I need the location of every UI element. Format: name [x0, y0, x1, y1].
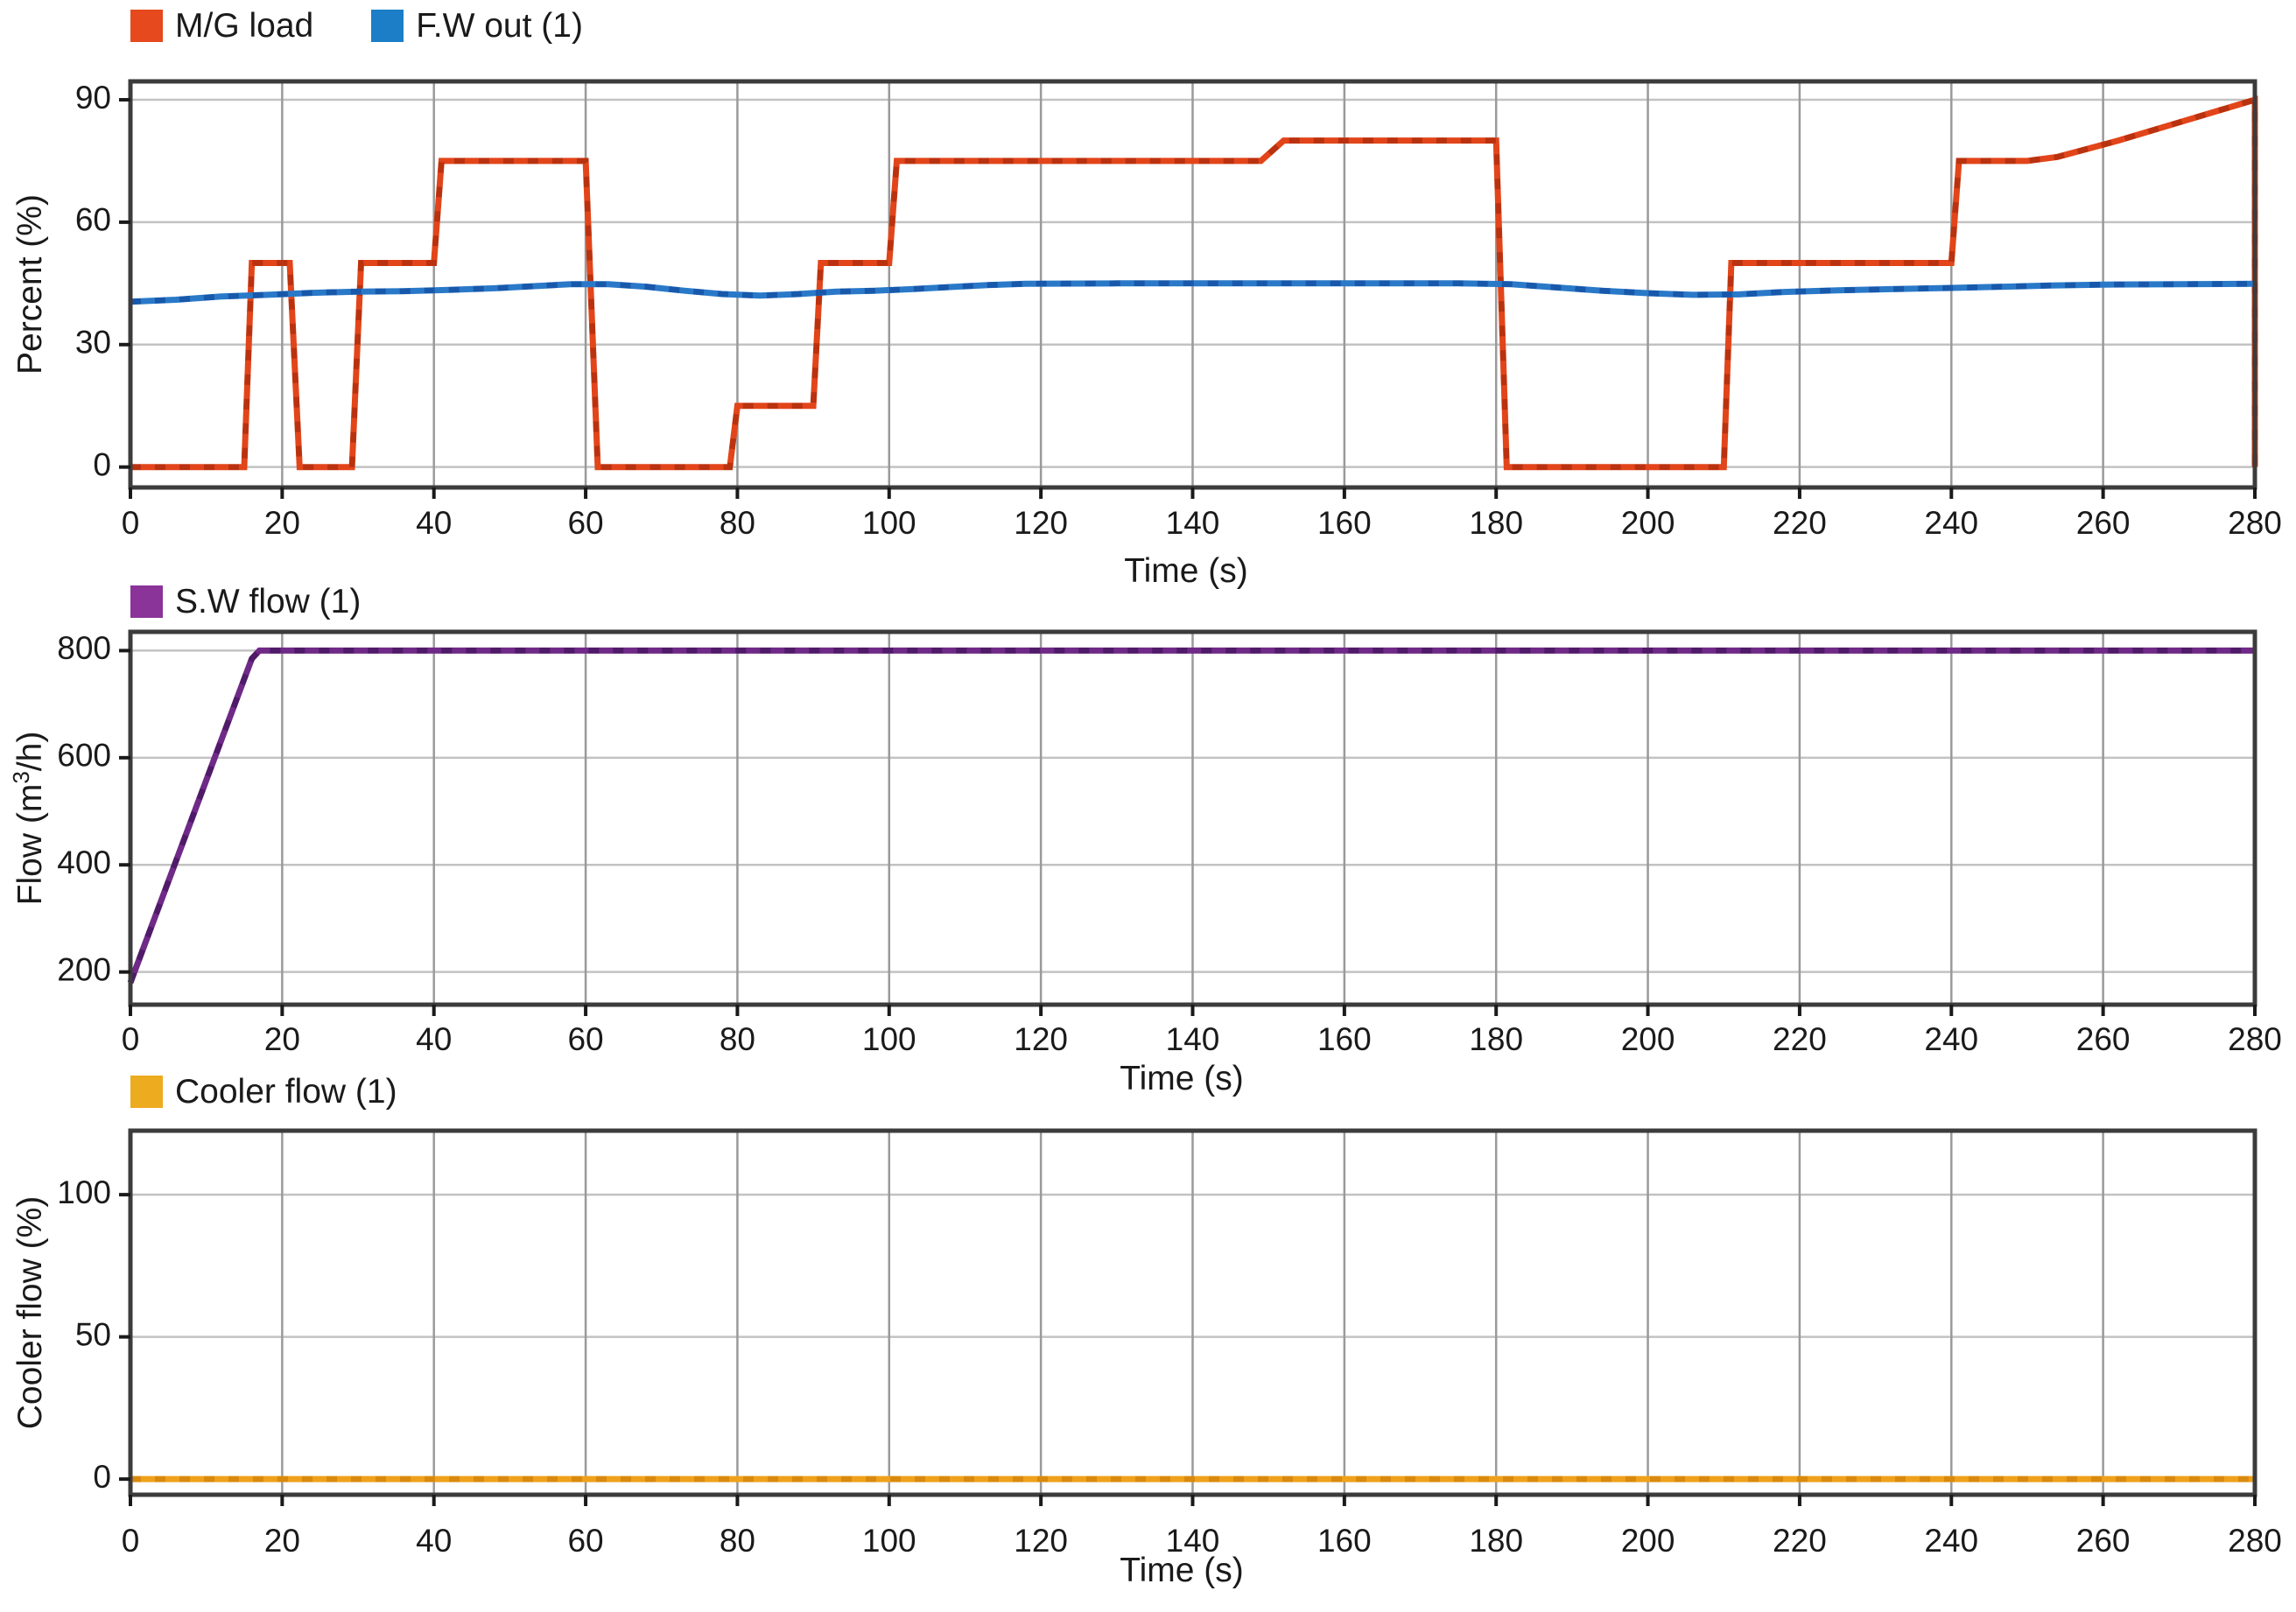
legend-item-fw-out: F.W out (1) [371, 9, 583, 43]
series-dash-overlay-s-w-flow-1- [127, 648, 2255, 985]
x-tick-label: 120 [1014, 505, 1068, 541]
x-tick-label: 260 [2076, 505, 2131, 541]
x-tick-label: 100 [862, 1021, 916, 1057]
y-axis-label-flow-sup: 3 [8, 771, 34, 784]
x-tick-label: 200 [1621, 505, 1675, 541]
series-line-m-g-load [130, 95, 2258, 471]
x-tick-label: 160 [1317, 505, 1372, 541]
y-tick-label: 600 [57, 738, 111, 774]
x-tick-label: 20 [264, 1021, 300, 1057]
x-tick-label: 280 [2228, 1021, 2282, 1057]
y-axis-label-cooler-text: Cooler flow (%) [11, 1195, 49, 1430]
y-axis-label-percent-text: Percent (%) [11, 194, 49, 375]
x-axis-label-percent: Time (s) [1124, 552, 1248, 590]
x-tick-label: 180 [1469, 505, 1523, 541]
x-tick-label: 80 [720, 1523, 755, 1559]
cooler-flow-swatch-icon [130, 1076, 163, 1108]
y-axis-label-cooler: Cooler flow (%) [8, 1196, 50, 1430]
x-tick-label: 240 [1924, 1523, 1978, 1559]
x-tick-label: 160 [1317, 1523, 1372, 1559]
x-tick-label: 0 [122, 505, 140, 541]
x-tick-label: 280 [2228, 505, 2282, 541]
x-tick-label: 120 [1014, 1021, 1068, 1057]
legend-item-cooler-flow: Cooler flow (1) [130, 1075, 397, 1109]
x-tick-label: 140 [1166, 1523, 1220, 1559]
legend-percent-chart: M/G load F.W out (1) [130, 9, 583, 43]
x-tick-label: 180 [1469, 1021, 1523, 1057]
x-tick-label: 240 [1924, 505, 1978, 541]
x-tick-label: 40 [416, 1021, 452, 1057]
x-tick-label: 220 [1773, 1523, 1827, 1559]
y-tick-label: 30 [75, 325, 111, 361]
y-tick-label: 800 [57, 630, 111, 666]
legend-label-mg-load: M/G load [175, 7, 314, 45]
x-tick-label: 140 [1166, 505, 1220, 541]
y-axis-label-flow-text: Flow (m [11, 783, 49, 906]
x-tick-label: 120 [1014, 1523, 1068, 1559]
x-tick-label: 260 [2076, 1021, 2131, 1057]
x-tick-label: 140 [1166, 1021, 1220, 1057]
x-tick-label: 100 [862, 1523, 916, 1559]
x-tick-label: 60 [567, 1523, 603, 1559]
x-tick-label: 200 [1621, 1021, 1675, 1057]
ticks-percent: 0 20 40 60 80 100 120 140 160 180 200 220 240 260 280 0… [75, 80, 2282, 541]
x-tick-label: 200 [1621, 1523, 1675, 1559]
x-tick-label: 280 [2228, 1523, 2282, 1559]
x-tick-label: 180 [1469, 1523, 1523, 1559]
legend-label-cooler-flow: Cooler flow (1) [175, 1073, 397, 1111]
legend-flow-chart: S.W flow (1) [130, 585, 361, 619]
chart-cooler: 0 20 40 60 80 100 120 140 160 180 200 220 240 260 280 0… [57, 1128, 2282, 1559]
x-tick-label: 80 [720, 505, 755, 541]
x-tick-label: 40 [416, 505, 452, 541]
y-tick-label: 50 [75, 1316, 111, 1352]
y-axis-label-flow: Flow (m3/h) [8, 732, 50, 906]
y-tick-label: 100 [57, 1174, 111, 1210]
y-tick-label: 400 [57, 845, 111, 880]
x-tick-label: 40 [416, 1523, 452, 1559]
x-tick-label: 20 [264, 1523, 300, 1559]
x-tick-label: 0 [122, 1021, 140, 1057]
mg-load-swatch-icon [130, 10, 163, 42]
x-tick-label: 60 [567, 505, 603, 541]
series-dash-overlay-f-w-out-1- [130, 280, 2256, 305]
y-axis-label-flow-suffix: /h) [11, 731, 49, 772]
x-tick-label: 160 [1317, 1021, 1372, 1057]
x-tick-label: 80 [720, 1021, 755, 1057]
fw-out-swatch-icon [371, 10, 404, 42]
y-tick-label: 200 [57, 951, 111, 987]
ticks-cooler: 0 20 40 60 80 100 120 140 160 180 200 220 240 260 280 0… [57, 1174, 2282, 1559]
x-axis-label-cooler: Time (s) [1120, 1552, 1244, 1589]
x-tick-label: 240 [1924, 1021, 1978, 1057]
y-tick-label: 0 [93, 1459, 111, 1495]
chart-flow: 0 20 40 60 80 100 120 140 160 180 200 220 240 260 280 2… [57, 629, 2282, 1057]
y-tick-label: 0 [93, 446, 111, 482]
x-tick-label: 260 [2076, 1523, 2131, 1559]
x-tick-label: 220 [1773, 505, 1827, 541]
ticks-flow: 0 20 40 60 80 100 120 140 160 180 200 220 240 260 280 2… [57, 630, 2282, 1057]
y-axis-label-percent: Percent (%) [8, 194, 50, 375]
legend-cooler-chart: Cooler flow (1) [130, 1075, 397, 1109]
x-tick-label: 100 [862, 505, 916, 541]
x-axis-label-flow: Time (s) [1120, 1060, 1244, 1097]
y-tick-label: 90 [75, 80, 111, 116]
sw-flow-swatch-icon [130, 585, 163, 618]
legend-item-mg-load: M/G load [130, 9, 313, 43]
legend-label-fw-out: F.W out (1) [416, 7, 583, 45]
x-tick-label: 60 [567, 1021, 603, 1057]
y-tick-label: 60 [75, 202, 111, 238]
chart-percent: 0 20 40 60 80 100 120 140 160 180 200 220 240 260 280 0… [75, 79, 2282, 541]
legend-item-sw-flow: S.W flow (1) [130, 585, 361, 619]
x-tick-label: 220 [1773, 1021, 1827, 1057]
legend-label-sw-flow: S.W flow (1) [175, 583, 362, 620]
x-tick-label: 0 [122, 1523, 140, 1559]
x-tick-label: 20 [264, 505, 300, 541]
